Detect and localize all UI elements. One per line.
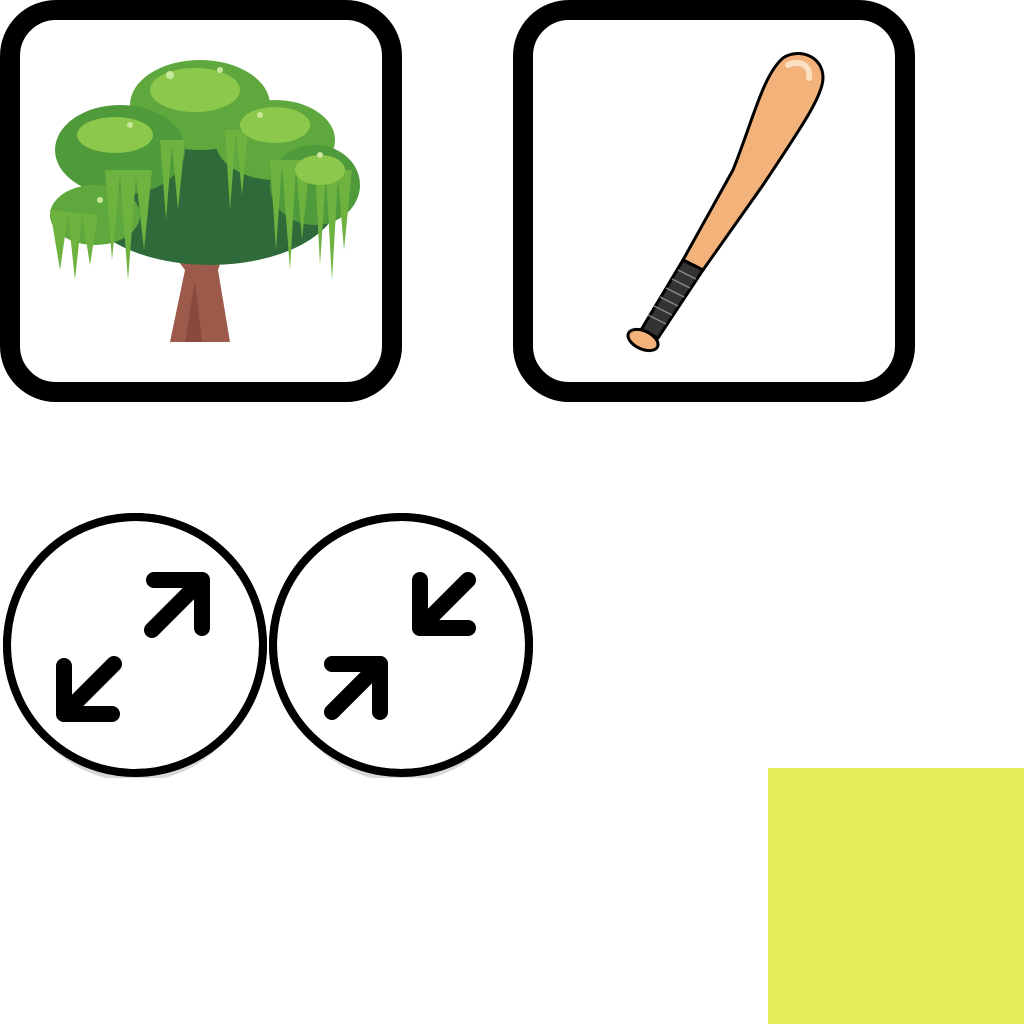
- bat-card[interactable]: [513, 0, 915, 402]
- shrink-arrows-icon: [269, 513, 533, 778]
- color-swatch: [768, 768, 1024, 1024]
- baseball-bat-icon: [626, 52, 825, 353]
- willow-tree-icon: [50, 60, 360, 342]
- shrink-button[interactable]: [268, 512, 534, 778]
- expand-button[interactable]: [2, 512, 268, 778]
- tree-card[interactable]: [0, 0, 402, 402]
- expand-arrows-icon: [3, 513, 267, 778]
